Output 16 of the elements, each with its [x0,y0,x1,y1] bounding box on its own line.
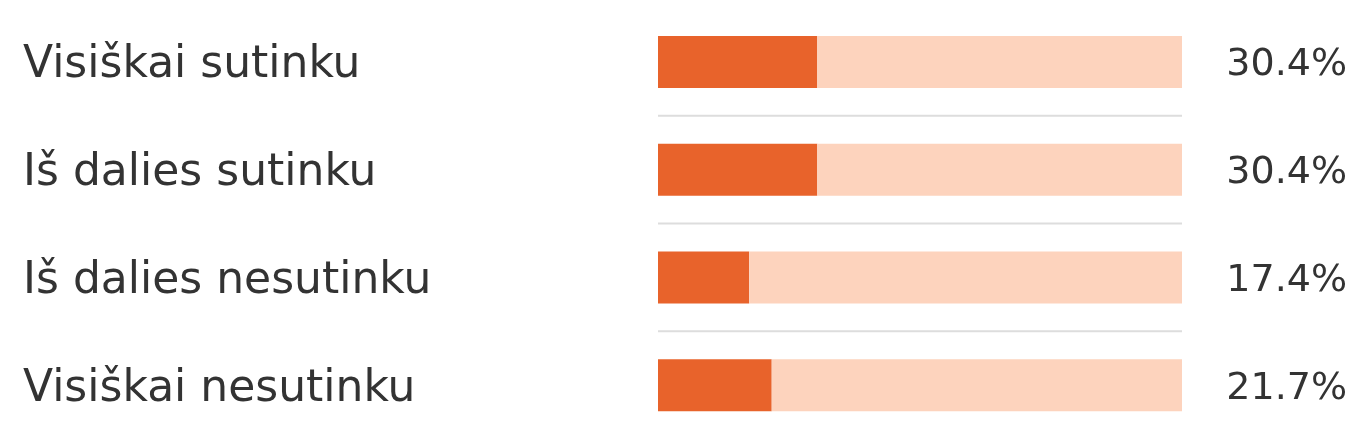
bar [771,359,1182,412]
data-label: 30.4% [1226,148,1347,193]
bar [817,36,1182,88]
bar [658,359,772,412]
bar [817,143,1182,196]
data-label: 30.4% [1226,40,1347,85]
y-tick-label: Visiškai sutinku [23,36,361,88]
bar [658,36,818,88]
bar [658,143,818,196]
y-tick-label: Iš dalies sutinku [23,144,377,196]
y-tick-label: Iš dalies nesutinku [23,251,432,303]
y-tick-label: Visiškai nesutinku [23,359,416,411]
data-label: 21.7% [1226,363,1347,408]
bar [749,251,1182,304]
bar [658,251,750,304]
data-label: 17.4% [1226,255,1347,300]
